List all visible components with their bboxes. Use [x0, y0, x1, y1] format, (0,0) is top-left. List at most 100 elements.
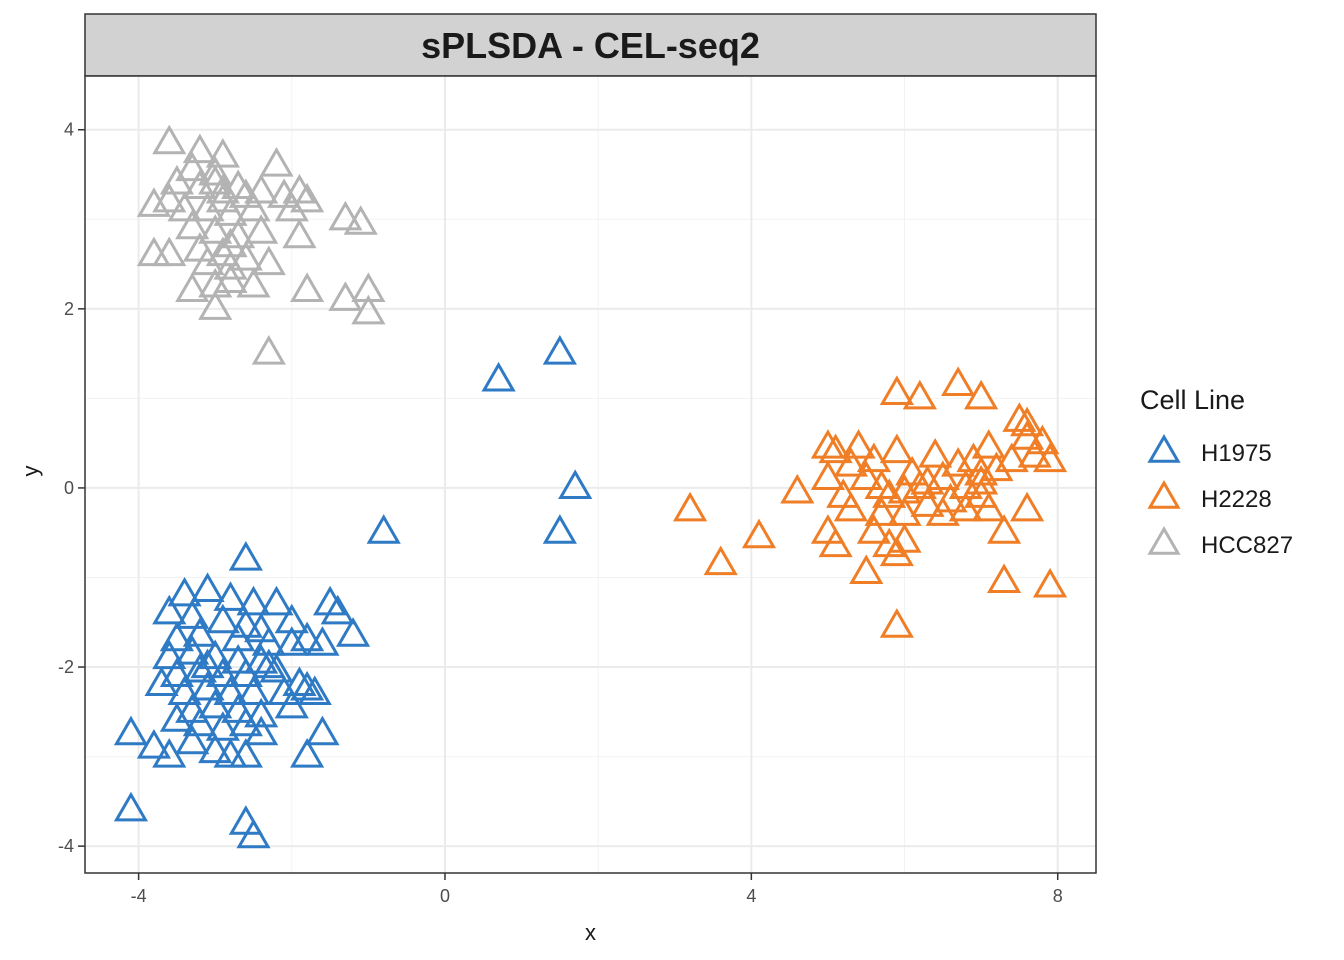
data-point [228, 657, 263, 688]
data-point [251, 335, 286, 365]
data-point [910, 464, 945, 495]
data-point [213, 675, 248, 705]
data-point [964, 464, 999, 495]
data-point [833, 491, 869, 522]
data-point [971, 429, 1006, 459]
data-point [328, 281, 363, 311]
data-point [274, 626, 309, 656]
data-point [902, 379, 937, 410]
data-point [856, 442, 891, 473]
data-point [343, 205, 378, 235]
plot-panel [84, 75, 1097, 874]
data-point [182, 169, 217, 199]
data-point [205, 657, 240, 688]
data-point [213, 581, 248, 611]
legend-title: Cell Line [1140, 385, 1245, 415]
data-point [228, 738, 263, 768]
data-point [780, 473, 815, 504]
legend-label: H2228 [1201, 486, 1272, 513]
data-point [887, 523, 922, 553]
y-tick-label: 4 [64, 120, 74, 140]
data-point [1025, 424, 1060, 455]
data-point [244, 643, 279, 674]
data-point [190, 648, 225, 679]
panel-border [84, 75, 1097, 874]
facet-strip: sPLSDA - CEL-seq2 [84, 13, 1097, 77]
data-point [918, 438, 953, 468]
data-point [152, 124, 187, 155]
legend-key [1147, 433, 1181, 463]
data-point [136, 729, 172, 759]
legend-items: H1975 H2228 HCC827 [1147, 433, 1293, 559]
data-point [282, 666, 317, 696]
data-point [703, 545, 738, 576]
x-tick-label: 8 [1053, 886, 1063, 906]
data-point [481, 361, 516, 392]
data-point [152, 182, 187, 213]
legend-item: H1975 [1147, 433, 1272, 467]
data-point [182, 652, 217, 683]
y-tick-label: -2 [58, 657, 74, 677]
data-point [741, 518, 777, 549]
legend-key [1147, 479, 1181, 509]
data-point [879, 433, 914, 464]
data-point [1009, 491, 1045, 522]
y-axis-tick-labels: -4 -2 0 2 4 [58, 120, 74, 856]
data-point [198, 688, 233, 719]
y-tick-label: -4 [58, 836, 74, 856]
data-point [925, 496, 960, 526]
data-point [175, 272, 210, 302]
data-point [542, 335, 577, 365]
data-point [251, 648, 286, 679]
data-point [190, 245, 225, 276]
data-point [994, 442, 1029, 473]
series-hcc827 [136, 124, 386, 365]
data-point [198, 155, 233, 186]
data-point [167, 191, 202, 222]
chart-title: sPLSDA - CEL-seq2 [421, 25, 760, 66]
data-point [864, 496, 899, 526]
data-point [1002, 402, 1037, 432]
data-point [986, 514, 1022, 544]
data-point [236, 267, 271, 298]
data-point [213, 227, 248, 258]
data-point [948, 491, 983, 522]
legend-item: H2228 [1147, 479, 1272, 513]
data-point [833, 446, 869, 477]
data-point [902, 469, 937, 499]
data-point [182, 706, 217, 737]
series-h2228 [672, 366, 1068, 638]
data-point [818, 527, 853, 558]
data-point [175, 599, 210, 629]
data-point [1032, 442, 1068, 473]
data-point [182, 133, 217, 164]
data-point [190, 572, 225, 602]
data-point [236, 585, 271, 616]
data-point [167, 576, 202, 607]
legend: Cell Line H1975 H2228 HCC827 [1140, 385, 1293, 559]
data-point [144, 666, 179, 696]
data-point [910, 487, 945, 517]
y-tick-label: 2 [64, 299, 74, 319]
data-point [213, 249, 248, 280]
data-point [810, 429, 846, 459]
data-point [244, 214, 279, 244]
data-point [872, 478, 907, 508]
legend-label: HCC827 [1201, 532, 1293, 559]
x-tick-label: -4 [131, 886, 147, 906]
data-point [251, 245, 286, 276]
data-point [244, 173, 279, 204]
data-point [849, 554, 884, 585]
y-axis-title: y [18, 466, 43, 477]
x-tick-label: 4 [746, 886, 756, 906]
data-point [113, 791, 149, 822]
data-point [228, 541, 263, 571]
data-point [205, 138, 240, 168]
data-point [290, 621, 325, 652]
data-point [159, 621, 195, 652]
data-point [152, 594, 187, 625]
data-point [542, 514, 577, 544]
legend-item: HCC827 [1147, 525, 1293, 559]
data-point [290, 182, 325, 213]
